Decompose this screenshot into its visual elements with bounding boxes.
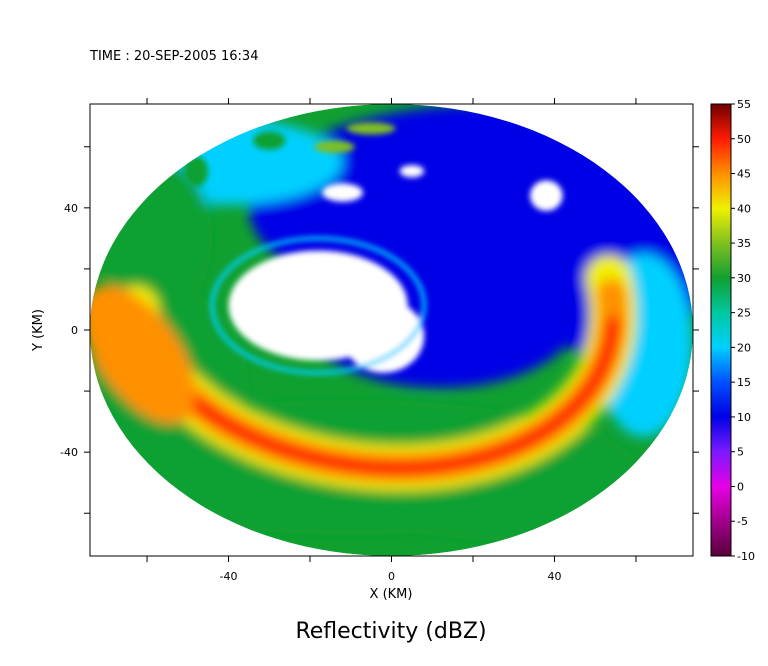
colorbar-gradient bbox=[710, 103, 732, 557]
colorbar-tick-label: 30 bbox=[737, 272, 751, 285]
colorbar-tick-label: 5 bbox=[737, 446, 744, 459]
colorbar-tick-label: 50 bbox=[737, 133, 751, 146]
no-echo-pocket-1 bbox=[530, 180, 563, 211]
colorbar-tick-label: 25 bbox=[737, 307, 751, 320]
colorbar-tick-label: 35 bbox=[737, 237, 751, 250]
x-tick-label: 0 bbox=[388, 570, 395, 583]
rainband-core bbox=[140, 315, 621, 477]
colorbar-tick-label: -5 bbox=[737, 515, 748, 528]
y-tick-label: 40 bbox=[64, 202, 78, 215]
cyan-band-northwest bbox=[114, 119, 343, 205]
blue-north-edge bbox=[391, 104, 693, 163]
eyewall bbox=[210, 236, 427, 375]
colorbar-tick-label: 15 bbox=[737, 376, 751, 389]
colorbar-tick-label: 10 bbox=[737, 411, 751, 424]
cell-1 bbox=[314, 140, 355, 153]
colorbar-tick-label: 55 bbox=[737, 98, 751, 111]
cell-2 bbox=[183, 155, 209, 187]
no-echo-pocket-2 bbox=[399, 165, 425, 178]
y-tick-label: 0 bbox=[71, 324, 78, 337]
colorbar-tick-label: -10 bbox=[737, 550, 755, 563]
no-echo-pocket-0 bbox=[322, 183, 363, 202]
y-axis-label: Y (KM) bbox=[31, 309, 46, 352]
colorbar-tick-label: 45 bbox=[737, 168, 751, 181]
axis-ticks bbox=[84, 98, 699, 562]
cell-0 bbox=[252, 131, 286, 150]
x-axis-label: X (KM) bbox=[370, 587, 413, 602]
west-band-orange bbox=[90, 285, 196, 424]
x-tick-label: 40 bbox=[547, 570, 561, 583]
eye-no-echo-east bbox=[342, 299, 425, 373]
colorbar-tick-label: 40 bbox=[737, 202, 751, 215]
reflectivity-field bbox=[90, 104, 693, 556]
time-label: TIME : 20-SEP-2005 16:34 bbox=[89, 49, 258, 64]
chart-title: Reflectivity (dBZ) bbox=[295, 619, 486, 644]
x-tick-label: -40 bbox=[220, 570, 238, 583]
y-tick-label: -40 bbox=[60, 446, 78, 459]
cell-3 bbox=[346, 122, 396, 135]
axis-tick-labels: -40 0 40 40 0 -40 bbox=[60, 202, 561, 583]
colorbar-tick-label: 0 bbox=[737, 480, 744, 493]
colorbar-tick-label: 20 bbox=[737, 341, 751, 354]
